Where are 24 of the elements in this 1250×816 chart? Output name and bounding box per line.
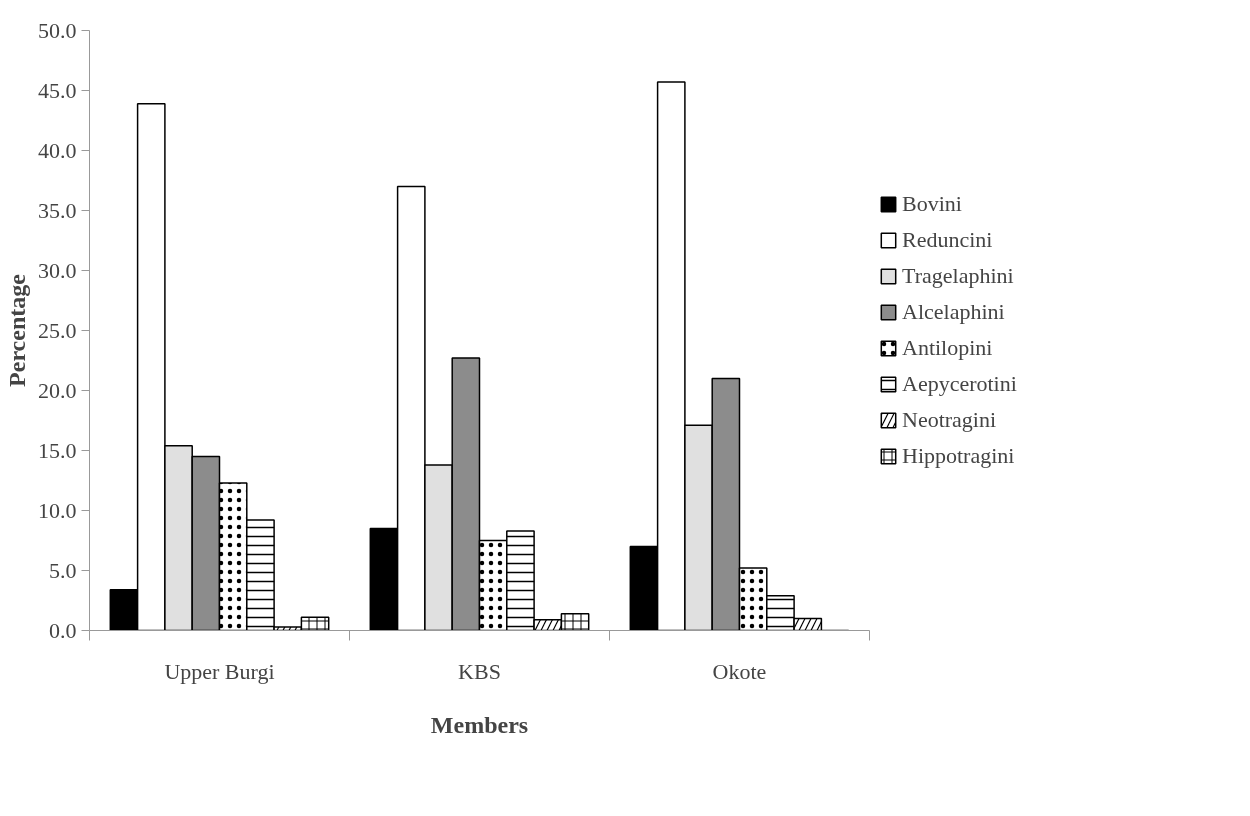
legend-label: Reduncini <box>902 226 993 254</box>
y-tick-label: 20.0 <box>38 377 77 403</box>
x-tick-label: Okote <box>712 658 767 684</box>
y-tick-label: 0.0 <box>49 617 77 643</box>
y-tick-label: 10.0 <box>38 497 77 523</box>
legend-label: Antilopini <box>902 334 993 362</box>
y-tick-label: 15.0 <box>38 437 77 463</box>
y-tick-label: 40.0 <box>38 137 77 163</box>
y-tick-label: 35.0 <box>38 197 77 223</box>
y-tick-label: 25.0 <box>38 317 77 343</box>
y-tick-label: 5.0 <box>49 557 77 583</box>
legend-label: Alcelaphini <box>902 298 1005 326</box>
x-tick-label: KBS <box>458 658 501 684</box>
legend-label: Neotragini <box>902 406 997 434</box>
legend-label: Tragelaphini <box>902 262 1014 290</box>
y-tick-label: 45.0 <box>38 77 77 103</box>
y-tick-label: 30.0 <box>38 257 77 283</box>
x-axis-title: Members <box>430 711 529 738</box>
y-tick-label: 50.0 <box>38 17 77 43</box>
y-axis-title: Percentage <box>4 273 30 387</box>
x-tick-label: Upper Burgi <box>164 658 275 684</box>
legend-label: Aepycerotini <box>902 370 1017 398</box>
legend-label: Bovini <box>902 190 962 218</box>
legend-label: Hippotragini <box>902 442 1015 470</box>
